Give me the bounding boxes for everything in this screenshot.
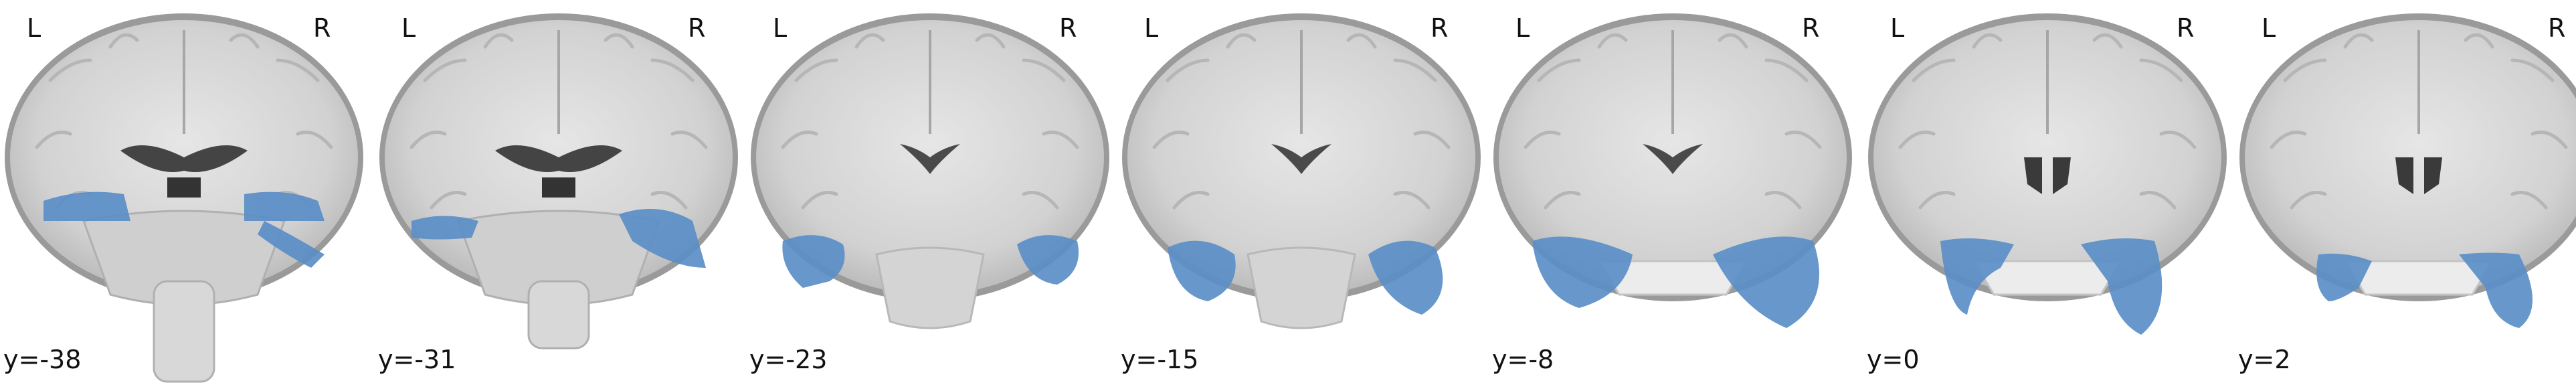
overlay-region bbox=[1532, 236, 1819, 328]
overlay-blob bbox=[1532, 236, 1633, 308]
overlay-blob bbox=[2081, 238, 2163, 335]
brain-slice-image bbox=[5, 13, 363, 383]
brain-slice-drawing bbox=[1122, 13, 1481, 329]
brain-slice-drawing bbox=[751, 13, 1109, 329]
slice-coordinate-label: y=-8 bbox=[1492, 345, 1554, 374]
brain-slice-image bbox=[1868, 13, 2227, 335]
slice-panel: L R y=-31 bbox=[375, 0, 743, 385]
overlay-region bbox=[411, 209, 706, 268]
slice-coordinate-label: y=-38 bbox=[3, 345, 82, 374]
overlay-blob bbox=[782, 235, 845, 288]
brain-slice-drawing bbox=[2239, 13, 2576, 328]
brain-slice-drawing bbox=[1493, 13, 1852, 328]
overlay-region bbox=[782, 235, 1079, 288]
slice-coordinate-label: y=0 bbox=[1867, 345, 1920, 374]
overlay-blob bbox=[411, 216, 478, 240]
brain-slice-drawing bbox=[5, 13, 363, 383]
right-side-label: R bbox=[1059, 13, 1077, 43]
slice-panel: L R y=-15 bbox=[1117, 0, 1485, 385]
left-side-label: L bbox=[1890, 13, 1905, 43]
overlay-blob bbox=[43, 191, 130, 221]
overlay-blob bbox=[1368, 240, 1443, 315]
slice-coordinate-label: y=2 bbox=[2238, 345, 2291, 374]
right-side-label: R bbox=[688, 13, 706, 43]
left-side-label: L bbox=[1515, 13, 1530, 43]
right-side-label: R bbox=[2177, 13, 2195, 43]
overlay-blob bbox=[2316, 253, 2372, 301]
left-side-label: L bbox=[1144, 13, 1159, 43]
overlay-region bbox=[2316, 252, 2533, 328]
overlay-region bbox=[1168, 240, 1443, 315]
right-side-label: R bbox=[1431, 13, 1449, 43]
slice-panel: L R y=-23 bbox=[746, 0, 1114, 385]
brain-slice-image bbox=[751, 13, 1109, 329]
left-side-label: L bbox=[2262, 13, 2276, 43]
brain-slice-image bbox=[1493, 13, 1852, 328]
overlay-blob bbox=[1017, 235, 1079, 285]
overlay-blob bbox=[1713, 236, 1819, 328]
overlay-blob bbox=[1168, 240, 1236, 301]
slice-coordinate-label: y=-31 bbox=[378, 345, 456, 374]
brain-slice-image bbox=[1122, 13, 1481, 329]
right-side-label: R bbox=[2548, 13, 2566, 43]
slice-coordinate-label: y=-23 bbox=[749, 345, 828, 374]
overlay-blob bbox=[244, 191, 325, 221]
overlay-region bbox=[1940, 238, 2163, 335]
slice-panel: L R y=-38 bbox=[0, 0, 368, 385]
left-side-label: L bbox=[401, 13, 416, 43]
slice-panel: L R y=0 bbox=[1863, 0, 2231, 385]
right-side-label: R bbox=[1802, 13, 1820, 43]
overlay-blob bbox=[258, 221, 325, 268]
overlay-blob bbox=[619, 209, 706, 268]
slice-panel: L R y=-8 bbox=[1489, 0, 1857, 385]
slice-coordinate-label: y=-15 bbox=[1121, 345, 1199, 374]
overlay-blob bbox=[1940, 238, 2014, 315]
slice-panel: L R y=2 bbox=[2235, 0, 2576, 385]
brain-slice-image bbox=[2239, 13, 2576, 328]
overlay-region bbox=[43, 191, 325, 268]
right-side-label: R bbox=[313, 13, 331, 43]
brain-slice-drawing bbox=[379, 13, 738, 350]
overlay-blob bbox=[2459, 252, 2533, 328]
brain-slice-drawing bbox=[1868, 13, 2227, 335]
left-side-label: L bbox=[773, 13, 788, 43]
brain-slice-image bbox=[379, 13, 738, 350]
left-side-label: L bbox=[27, 13, 41, 43]
